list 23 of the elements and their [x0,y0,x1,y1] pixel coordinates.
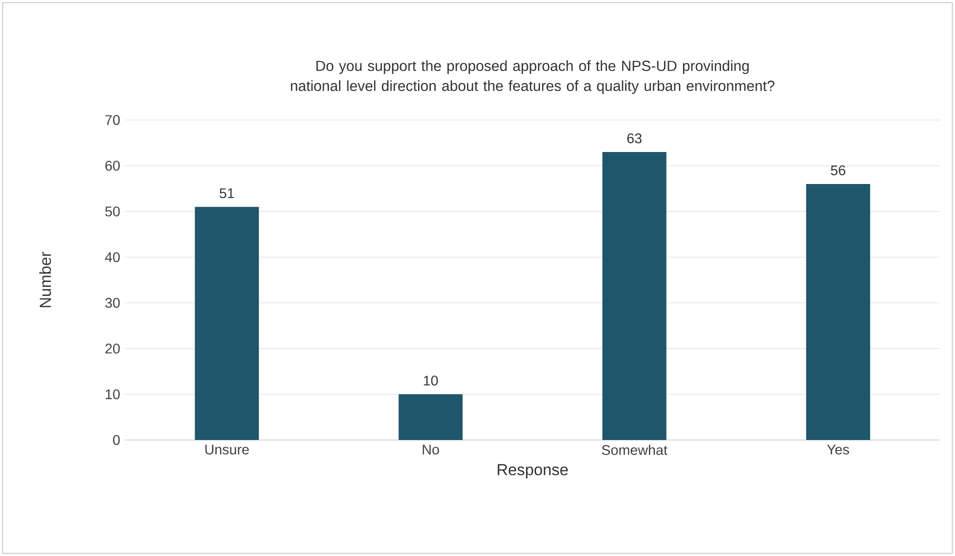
y-tick-label: 20 [105,344,120,354]
x-tick-label: Somewhat [602,444,668,455]
y-tick-label: 50 [105,206,120,216]
bar [398,394,463,440]
data-label: 56 [830,165,846,176]
y-axis-title: Number [39,252,51,308]
data-label: 51 [220,188,234,198]
data-label: 63 [627,133,642,144]
y-tick-label: 40 [105,252,120,262]
x-axis-title: Response [498,464,568,478]
x-tick-label: No [422,444,439,454]
bar [194,206,259,440]
y-tick-label: 70 [105,115,120,125]
data-label: 10 [424,376,438,386]
x-tick-label: Yes [827,444,850,454]
y-tick-label: 30 [105,298,120,308]
y-tick-label: 0 [113,435,120,445]
x-tick-label: Unsure [205,444,249,454]
bar [602,152,666,440]
y-tick-label: 10 [106,389,120,400]
chart-title: Do you support the proposed approach of the NPS-UD provinding national level direction about the features of a quality urban environment? [290,60,774,94]
bar [806,184,870,440]
y-tick-label: 60 [105,160,120,171]
